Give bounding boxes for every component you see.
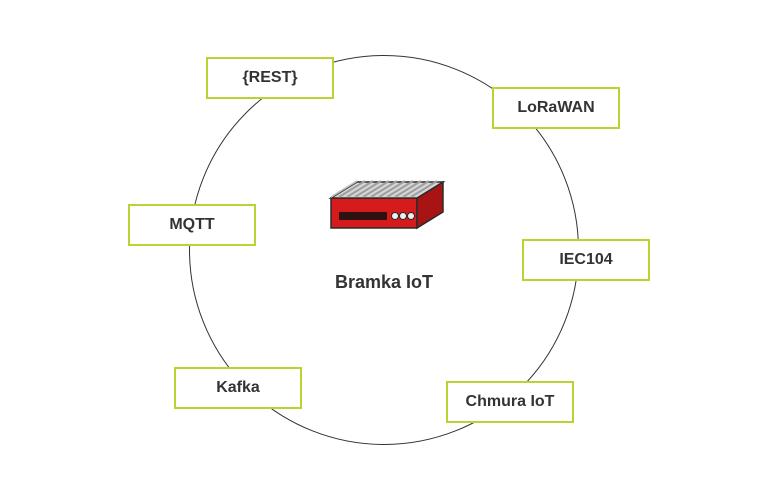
node-label: MQTT [169,216,214,234]
node-lorawan: LoRaWAN [492,87,620,129]
node-label: {REST} [242,69,297,87]
node-label: Chmura IoT [466,393,555,411]
node-rest: {REST} [206,57,334,99]
center-label: Bramka IoT [304,272,464,293]
node-label: LoRaWAN [517,99,594,117]
node-kafka: Kafka [174,367,302,409]
node-label: IEC104 [559,251,612,269]
gateway-device-icon [309,140,459,255]
diagram-canvas: Bramka IoT {REST} LoRaWAN MQTT IEC104 Ka… [0,0,768,500]
node-label: Kafka [216,379,260,397]
node-chmura: Chmura IoT [446,381,574,423]
node-mqtt: MQTT [128,204,256,246]
node-iec104: IEC104 [522,239,650,281]
